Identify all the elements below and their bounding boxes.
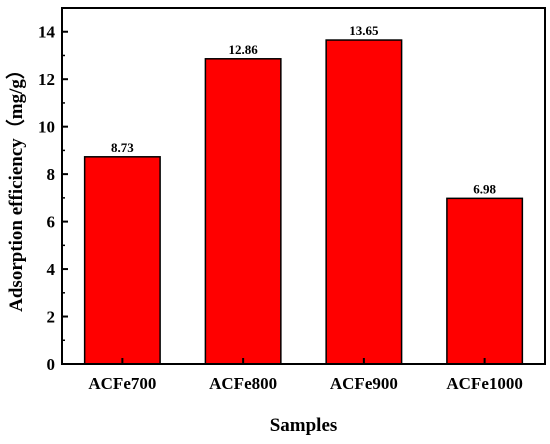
plot-frame — [61, 7, 546, 365]
bar — [83, 156, 161, 365]
bar — [204, 58, 282, 365]
y-tick-label: 2 — [47, 308, 56, 327]
y-tick-label: 8 — [47, 165, 56, 184]
bar — [446, 197, 524, 365]
x-tick-label: ACFe900 — [330, 374, 398, 393]
y-tick-label: 12 — [38, 70, 55, 89]
bar-value-label: 6.98 — [473, 181, 496, 196]
x-tick-label: ACFe800 — [209, 374, 277, 393]
bar — [325, 39, 403, 365]
bars-layer — [83, 39, 524, 365]
x-tick-label: ACFe700 — [88, 374, 156, 393]
y-tick-label: 4 — [47, 260, 56, 279]
bar-value-label: 12.86 — [229, 42, 259, 57]
value-labels-layer: 8.73 12.86 13.65 6.98 — [111, 23, 497, 196]
y-tick-label: 10 — [38, 118, 55, 137]
bar-value-label: 13.65 — [349, 23, 379, 38]
y-tick-label: 6 — [47, 213, 56, 232]
y-axis-title: Adsorption efficiency（mg/g） — [4, 60, 27, 312]
y-tick-label: 0 — [47, 355, 56, 374]
bar-value-label: 8.73 — [111, 140, 134, 155]
x-tick-label: ACFe1000 — [446, 374, 522, 393]
y-tick-label: 14 — [38, 23, 56, 42]
x-axis-ticks: ACFe700 ACFe800 ACFe900 ACFe1000 — [88, 358, 523, 393]
y-axis-ticks: 0 2 4 6 8 10 12 14 — [38, 23, 68, 374]
x-axis-title: Samples — [270, 415, 338, 436]
